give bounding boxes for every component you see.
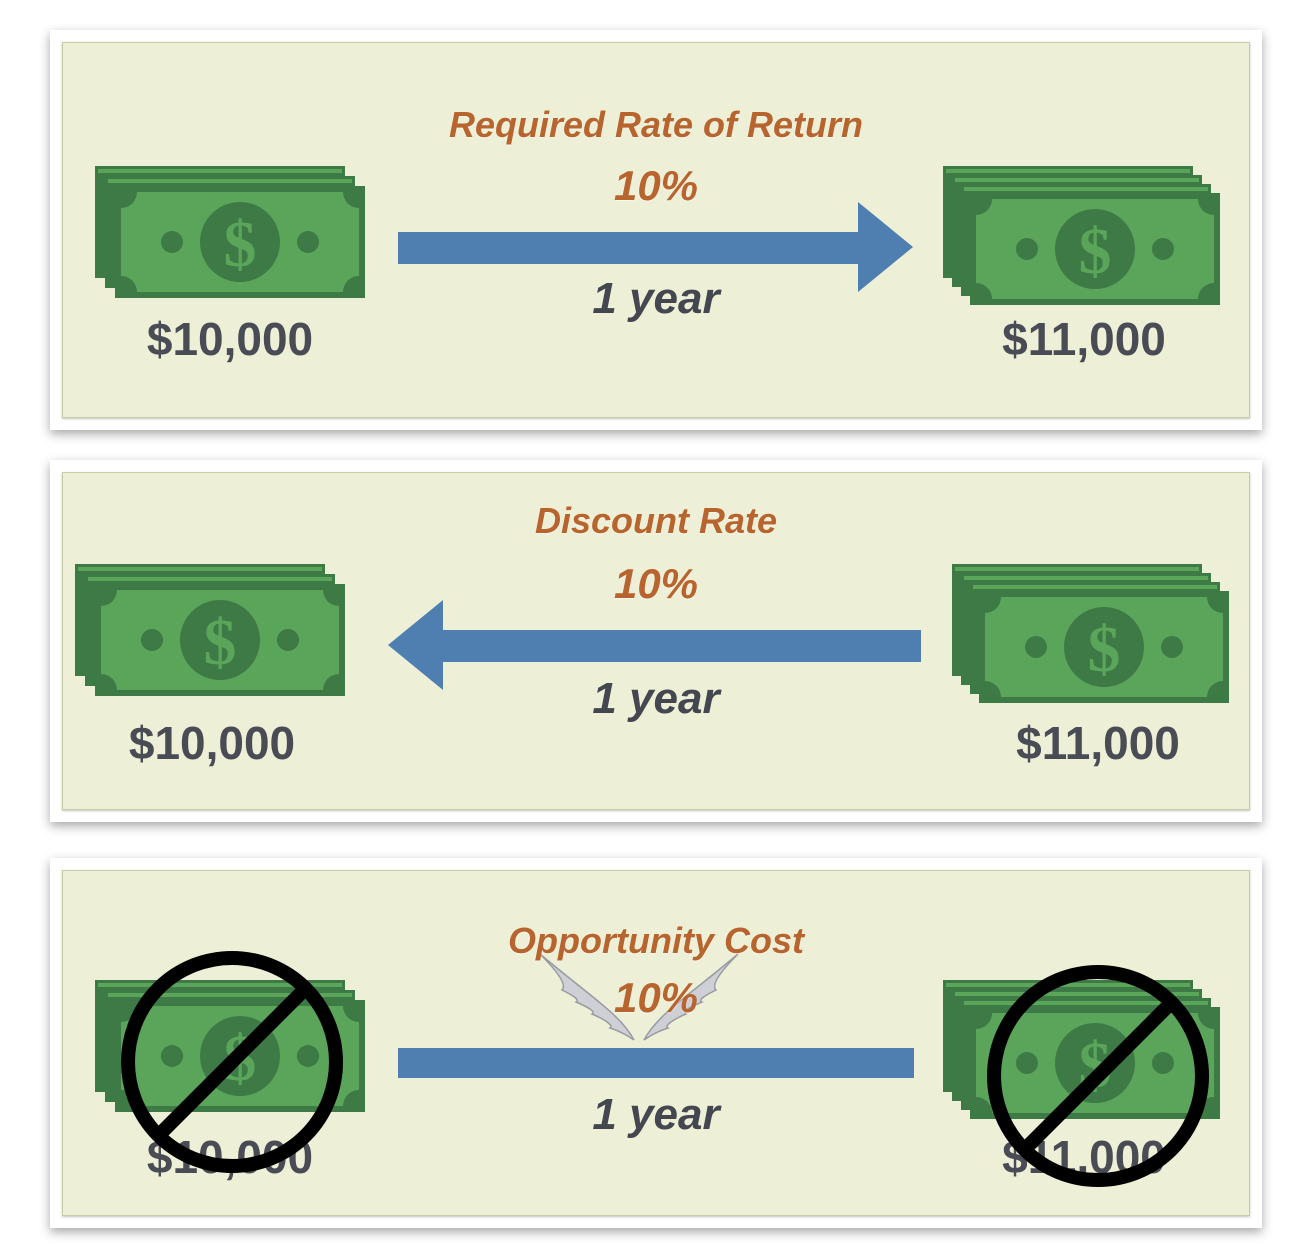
panel-opportunity-cost: Opportunity Cost 10% 1 year $10,000 $11,… xyxy=(50,858,1262,1228)
prohibited-icon xyxy=(987,965,1209,1187)
wings-icon xyxy=(539,953,739,1041)
period-label: 1 year xyxy=(592,674,720,723)
rate-label: 10% xyxy=(613,974,699,1021)
period-label: 1 year xyxy=(592,1090,720,1139)
left-amount: $10,000 xyxy=(146,313,314,365)
panel-discount-rate: Discount Rate 10% 1 year $10,000 $11,000 xyxy=(50,460,1262,822)
arrow-right-icon xyxy=(398,202,913,292)
right-amount: $11,000 xyxy=(1016,717,1180,769)
panel-title: Discount Rate xyxy=(534,500,778,541)
bar-no-direction-icon xyxy=(398,1048,914,1078)
panel-required-rate: Required Rate of Return 10% 1 year $10,0… xyxy=(50,30,1262,430)
panel-title: Opportunity Cost xyxy=(508,920,804,961)
rate-label: 10% xyxy=(613,560,699,607)
arrow-left-icon xyxy=(388,600,921,690)
prohibited-icon xyxy=(121,951,343,1173)
right-amount: $11,000 xyxy=(1002,313,1166,365)
period-label: 1 year xyxy=(592,274,720,323)
rate-label: 10% xyxy=(613,162,699,209)
left-amount: $10,000 xyxy=(128,717,296,769)
panel-title: Required Rate of Return xyxy=(448,104,864,145)
